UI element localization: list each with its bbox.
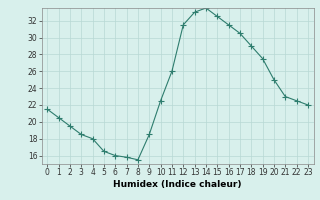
X-axis label: Humidex (Indice chaleur): Humidex (Indice chaleur) — [113, 180, 242, 189]
